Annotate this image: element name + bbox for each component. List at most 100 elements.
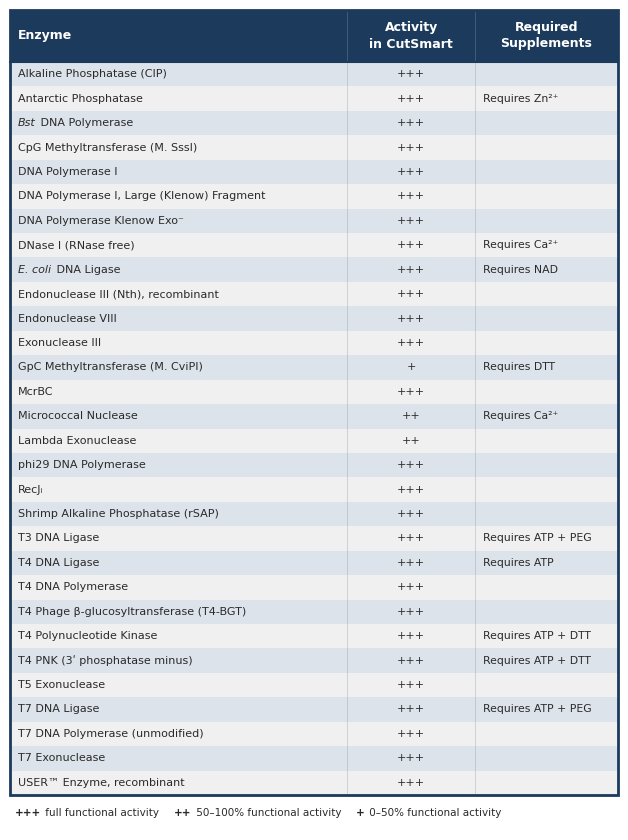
Text: McrBC: McrBC xyxy=(18,387,53,396)
Bar xyxy=(10,404,618,428)
Text: Requires Ca²⁺: Requires Ca²⁺ xyxy=(483,412,558,422)
Text: T4 Polynucleotide Kinase: T4 Polynucleotide Kinase xyxy=(18,631,158,641)
Bar xyxy=(10,648,618,673)
Bar xyxy=(10,233,618,258)
Bar xyxy=(10,135,618,160)
Text: +++: +++ xyxy=(398,606,425,617)
Bar xyxy=(10,111,618,135)
Text: T7 Exonuclease: T7 Exonuclease xyxy=(18,753,106,764)
Text: T4 DNA Ligase: T4 DNA Ligase xyxy=(18,558,99,568)
Text: DNase I (RNase free): DNase I (RNase free) xyxy=(18,240,134,250)
Bar xyxy=(10,258,618,282)
Text: +++: +++ xyxy=(398,631,425,641)
Text: DNA Polymerase I: DNA Polymerase I xyxy=(18,167,117,177)
Bar xyxy=(10,307,618,331)
Text: +++: +++ xyxy=(398,265,425,275)
Text: +++: +++ xyxy=(398,485,425,495)
Text: Activity
in CutSmart: Activity in CutSmart xyxy=(369,22,453,50)
Text: Requires ATP + DTT: Requires ATP + DTT xyxy=(483,631,591,641)
Bar xyxy=(10,526,618,551)
Text: +++: +++ xyxy=(398,582,425,592)
Text: phi29 DNA Polymerase: phi29 DNA Polymerase xyxy=(18,460,146,470)
Text: T4 Phage β-glucosyltransferase (T4-BGT): T4 Phage β-glucosyltransferase (T4-BGT) xyxy=(18,606,246,617)
Text: Requires DTT: Requires DTT xyxy=(483,362,555,372)
Text: ++: ++ xyxy=(402,412,421,422)
Text: DNA Ligase: DNA Ligase xyxy=(53,265,120,275)
Text: 0–50% functional activity: 0–50% functional activity xyxy=(366,807,501,817)
Text: Requires ATP + PEG: Requires ATP + PEG xyxy=(483,705,592,715)
Bar xyxy=(10,746,618,770)
Bar xyxy=(10,87,618,111)
Text: Alkaline Phosphatase (CIP): Alkaline Phosphatase (CIP) xyxy=(18,69,167,79)
Bar xyxy=(10,160,618,184)
Bar xyxy=(10,62,618,87)
Text: +++: +++ xyxy=(398,69,425,79)
Bar xyxy=(10,355,618,380)
Text: +++: +++ xyxy=(398,533,425,543)
Text: full functional activity: full functional activity xyxy=(42,807,160,817)
Text: USER™ Enzyme, recombinant: USER™ Enzyme, recombinant xyxy=(18,778,185,788)
Text: T3 DNA Ligase: T3 DNA Ligase xyxy=(18,533,99,543)
Bar xyxy=(10,208,618,233)
Text: T4 PNK (3ʹ phosphatase minus): T4 PNK (3ʹ phosphatase minus) xyxy=(18,655,193,666)
Text: Requires ATP + PEG: Requires ATP + PEG xyxy=(483,533,592,543)
Text: +++: +++ xyxy=(398,509,425,519)
Text: Requires Zn²⁺: Requires Zn²⁺ xyxy=(483,93,558,103)
Text: Lambda Exonuclease: Lambda Exonuclease xyxy=(18,436,136,446)
Text: DNA Polymerase: DNA Polymerase xyxy=(37,118,134,128)
Bar xyxy=(10,600,618,624)
Text: Antarctic Phosphatase: Antarctic Phosphatase xyxy=(18,93,143,103)
Text: +++: +++ xyxy=(15,807,41,817)
Bar xyxy=(10,551,618,575)
Text: T7 DNA Ligase: T7 DNA Ligase xyxy=(18,705,99,715)
Bar xyxy=(10,770,618,795)
Bar xyxy=(10,10,618,62)
Text: Shrimp Alkaline Phosphatase (rSAP): Shrimp Alkaline Phosphatase (rSAP) xyxy=(18,509,219,519)
Text: +++: +++ xyxy=(398,705,425,715)
Text: +++: +++ xyxy=(398,313,425,323)
Text: Requires ATP: Requires ATP xyxy=(483,558,554,568)
Bar xyxy=(10,624,618,648)
Text: Requires Ca²⁺: Requires Ca²⁺ xyxy=(483,240,558,250)
Text: T5 Exonuclease: T5 Exonuclease xyxy=(18,680,105,690)
Bar xyxy=(10,575,618,600)
Bar xyxy=(10,331,618,355)
Text: T7 DNA Polymerase (unmodified): T7 DNA Polymerase (unmodified) xyxy=(18,729,203,739)
Text: +++: +++ xyxy=(398,240,425,250)
Text: +++: +++ xyxy=(398,192,425,202)
Text: +++: +++ xyxy=(398,93,425,103)
Text: +++: +++ xyxy=(398,216,425,226)
Text: +++: +++ xyxy=(398,167,425,177)
Text: +: + xyxy=(406,362,416,372)
Text: +++: +++ xyxy=(398,753,425,764)
Text: 50–100% functional activity: 50–100% functional activity xyxy=(193,807,341,817)
Text: ++: ++ xyxy=(174,807,192,817)
Text: +++: +++ xyxy=(398,387,425,396)
Bar xyxy=(10,184,618,208)
Bar xyxy=(10,282,618,307)
Text: Enzyme: Enzyme xyxy=(18,29,72,43)
Text: +++: +++ xyxy=(398,558,425,568)
Bar xyxy=(10,673,618,697)
Text: Micrococcal Nuclease: Micrococcal Nuclease xyxy=(18,412,138,422)
Text: GpC Methyltransferase (M. CviPI): GpC Methyltransferase (M. CviPI) xyxy=(18,362,203,372)
Text: Bst: Bst xyxy=(18,118,36,128)
Text: +++: +++ xyxy=(398,680,425,690)
Text: ++: ++ xyxy=(402,436,421,446)
Text: Required
Supplements: Required Supplements xyxy=(501,22,592,50)
Text: +++: +++ xyxy=(398,338,425,348)
Text: +++: +++ xyxy=(398,143,425,153)
Text: Exonuclease III: Exonuclease III xyxy=(18,338,101,348)
Text: Requires ATP + DTT: Requires ATP + DTT xyxy=(483,655,591,665)
Text: +++: +++ xyxy=(398,289,425,299)
Text: Endonuclease III (Nth), recombinant: Endonuclease III (Nth), recombinant xyxy=(18,289,219,299)
Bar xyxy=(10,722,618,746)
Text: +: + xyxy=(356,807,365,817)
Text: Requires NAD: Requires NAD xyxy=(483,265,558,275)
Bar xyxy=(10,428,618,453)
Bar xyxy=(10,697,618,722)
Text: RecJᵢ: RecJᵢ xyxy=(18,485,43,495)
Text: +++: +++ xyxy=(398,778,425,788)
Bar xyxy=(10,380,618,404)
Text: +++: +++ xyxy=(398,118,425,128)
